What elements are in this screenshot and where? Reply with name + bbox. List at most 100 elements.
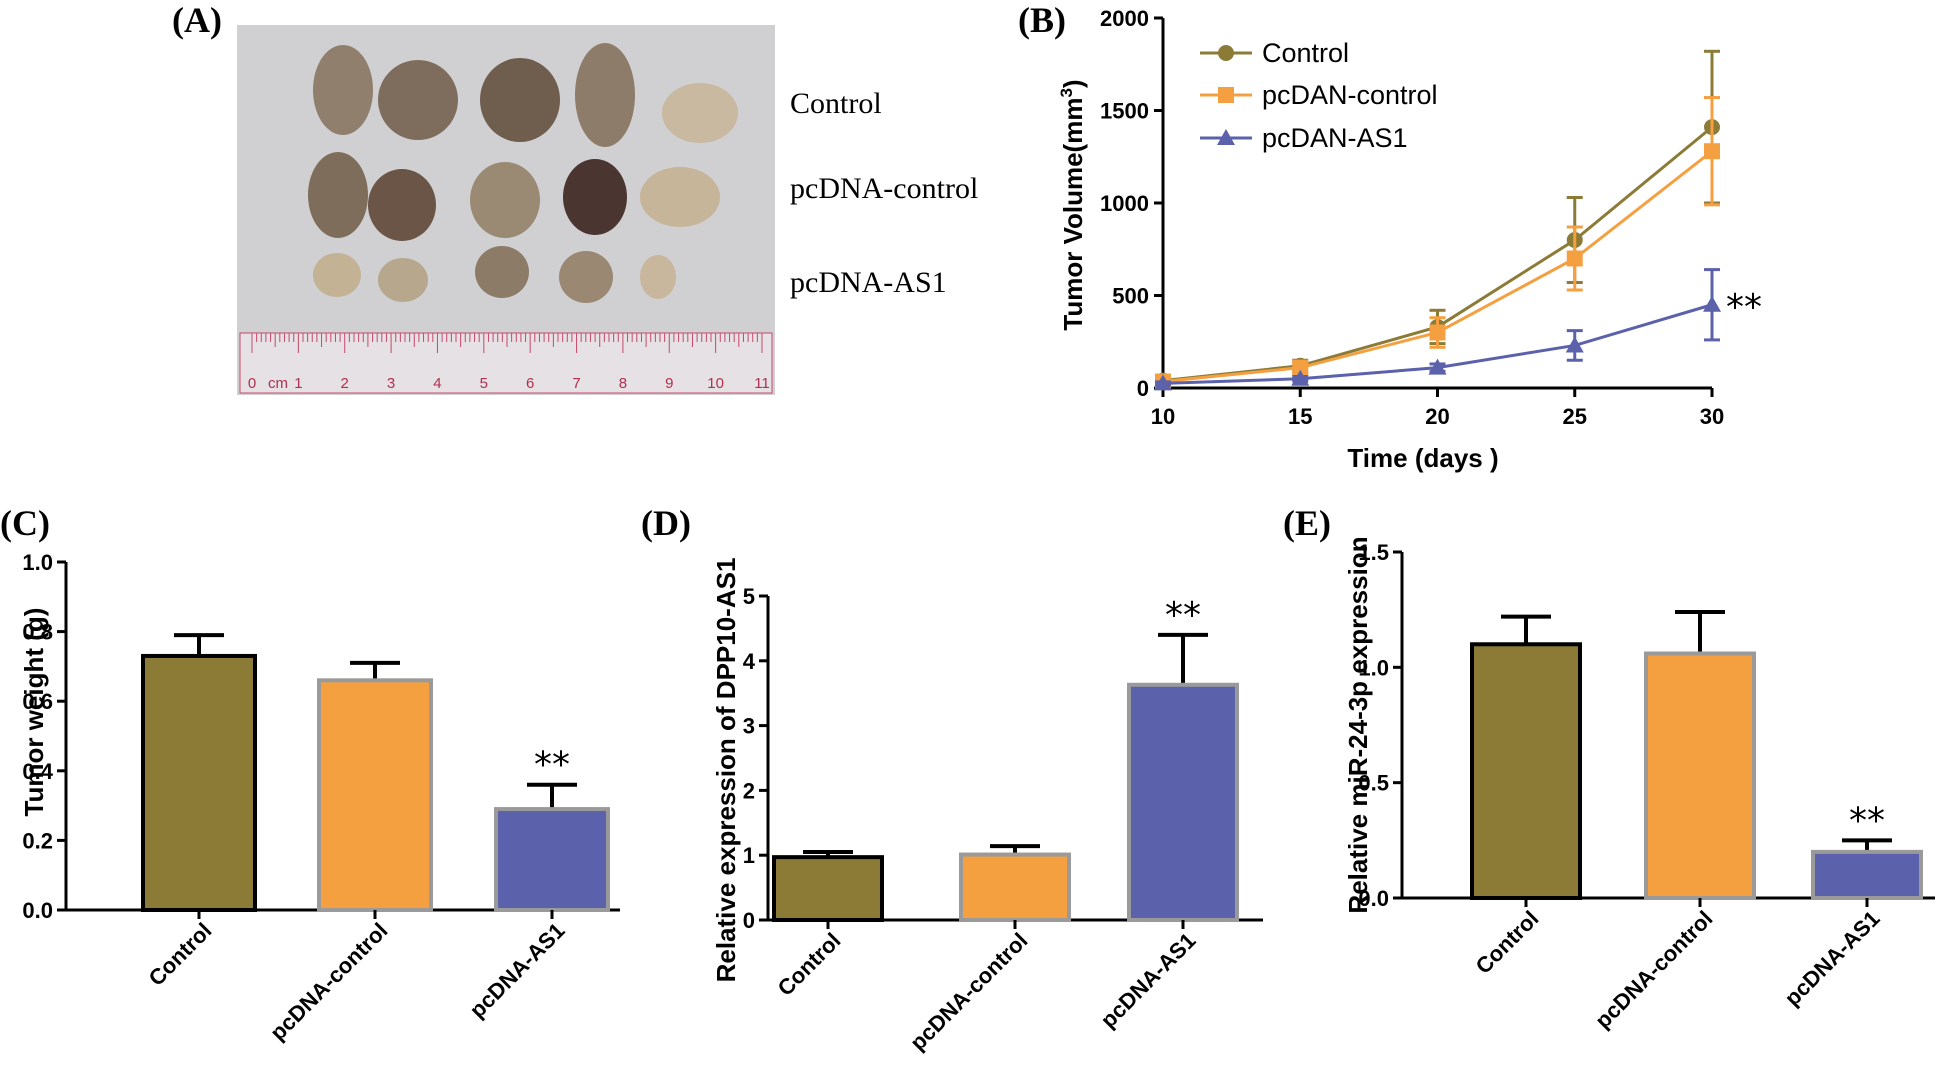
bar [494, 807, 610, 913]
axis-title-y-sup: 3 [1057, 88, 1076, 97]
tumor-specimen [575, 43, 635, 147]
ruler-number: 5 [480, 375, 488, 392]
axis-title-x: Time (days ) [1347, 443, 1498, 473]
category-label: pcDNA-control [265, 918, 392, 1045]
ruler-number: 2 [341, 375, 349, 392]
axis-title-y-main: Tumor Volume(mm [1058, 98, 1088, 331]
bar [1811, 849, 1923, 900]
tumor-specimen [308, 152, 368, 238]
tumor-specimen [480, 58, 560, 142]
tumor-volume-line-chart: Tumor Volume(mm3) Time (days ) 0 500 1000 1… [1057, 6, 1762, 473]
photo-label-control: Control [790, 87, 882, 120]
y-tick-label: 0.0 [1358, 886, 1389, 911]
data-point [1291, 369, 1310, 386]
y-tick-label: 1500 [1100, 99, 1149, 124]
bar [1644, 651, 1756, 901]
tumor-specimen [368, 169, 436, 241]
legend-marker [1218, 45, 1234, 61]
y-tick-label: 0.8 [22, 620, 53, 645]
tumor-specimen [475, 246, 529, 298]
bar [1470, 642, 1582, 900]
panel-label-e: (E) [1283, 503, 1331, 543]
tumor-specimen [378, 60, 458, 140]
y-tick-label: 1000 [1100, 191, 1149, 216]
panel-label-b: (B) [1018, 0, 1066, 40]
axis-title-y-end: ) [1058, 79, 1088, 88]
y-tick-label: 5 [743, 584, 755, 609]
ruler-unit: cm [268, 375, 288, 392]
y-tick-label: 2000 [1100, 6, 1149, 31]
x-tick-label: 25 [1563, 404, 1587, 429]
tumor-photo: cm 0 1 2 3 4 5 6 7 8 9 10 11 [237, 25, 775, 395]
significance-stars: ** [1849, 800, 1885, 841]
x-tick-label: 10 [1151, 404, 1175, 429]
y-tick-label: 3 [743, 714, 755, 739]
ruler-number: 11 [754, 375, 770, 392]
data-point [1704, 143, 1720, 160]
legend-label: pcDAN-control [1262, 80, 1438, 110]
bar [317, 678, 433, 912]
tumor-row-pcdna-as1 [313, 246, 676, 303]
category-label: pcDNA-AS1 [1096, 928, 1201, 1033]
data-point [1565, 336, 1584, 353]
tumor-specimen [313, 253, 361, 297]
ruler-number: 3 [387, 375, 395, 392]
legend-marker [1217, 129, 1235, 145]
photo-label-pcdna-control: pcDNA-control [790, 172, 978, 205]
bar [141, 653, 257, 913]
axis-title-y: Relative miR-24-3p expression [1343, 536, 1373, 913]
x-tick-label: 20 [1425, 404, 1449, 429]
legend-label: pcDAN-AS1 [1262, 123, 1408, 153]
ruler-number: 7 [572, 375, 580, 392]
category-label: Control [144, 918, 217, 991]
data-point [1566, 250, 1583, 267]
category-label: pcDNA-control [905, 928, 1032, 1055]
ruler-body [239, 332, 773, 394]
y-tick-label: 1.5 [1358, 540, 1389, 565]
data-point [1428, 358, 1447, 375]
data-point [1703, 295, 1721, 312]
significance-stars: ** [1165, 595, 1201, 636]
x-tick-label: 15 [1288, 404, 1312, 429]
tumor-specimen [563, 159, 627, 235]
tumor-row-control [313, 43, 738, 147]
y-tick-label: 1.0 [22, 550, 53, 575]
tumor-specimen [662, 83, 738, 143]
y-tick-label: 1.0 [1358, 655, 1389, 680]
data-point [1154, 374, 1172, 391]
ruler: cm 0 1 2 3 4 5 6 7 8 9 10 11 [239, 332, 773, 394]
ruler-number: 6 [526, 375, 534, 392]
axis-title-y: Tumor Volume(mm3) [1057, 79, 1088, 330]
ruler-number: 0 [248, 375, 256, 392]
significance-stars: ** [534, 745, 570, 786]
tumor-row-pcdna-control [308, 152, 720, 241]
y-tick-label: 0.2 [22, 828, 53, 853]
y-tick-label: 0 [743, 908, 755, 933]
legend-label: Control [1262, 38, 1349, 68]
ruler-number: 4 [433, 375, 441, 392]
ruler-number: 8 [619, 375, 627, 392]
y-tick-label: 0 [1137, 376, 1149, 401]
axis-title-y: Tumor weight (g) [19, 608, 49, 817]
y-tick-label: 0.5 [1358, 771, 1389, 796]
axis-title-y: Relative expression of DPP10-AS1 [711, 558, 741, 983]
bar [1127, 682, 1239, 922]
y-tick-label: 500 [1112, 284, 1149, 309]
data-point [1429, 324, 1446, 341]
y-tick-label: 4 [743, 649, 756, 674]
panel-label-d: (D) [641, 503, 691, 543]
category-label: Control [1471, 906, 1544, 979]
significance-stars: ** [1726, 287, 1762, 328]
tumor-specimen [640, 255, 676, 299]
y-tick-label: 1 [743, 843, 755, 868]
tumor-specimen [378, 258, 428, 302]
y-tick-label: 2 [743, 778, 755, 803]
photo-label-pcdna-as1: pcDNA-AS1 [790, 266, 947, 299]
category-label: pcDNA-AS1 [465, 918, 570, 1023]
category-label: pcDNA-AS1 [1780, 906, 1885, 1011]
tumor-specimen [559, 251, 613, 303]
tumor-specimen [640, 167, 720, 227]
y-tick-label: 0.4 [22, 759, 53, 784]
tumor-specimen [470, 162, 540, 238]
